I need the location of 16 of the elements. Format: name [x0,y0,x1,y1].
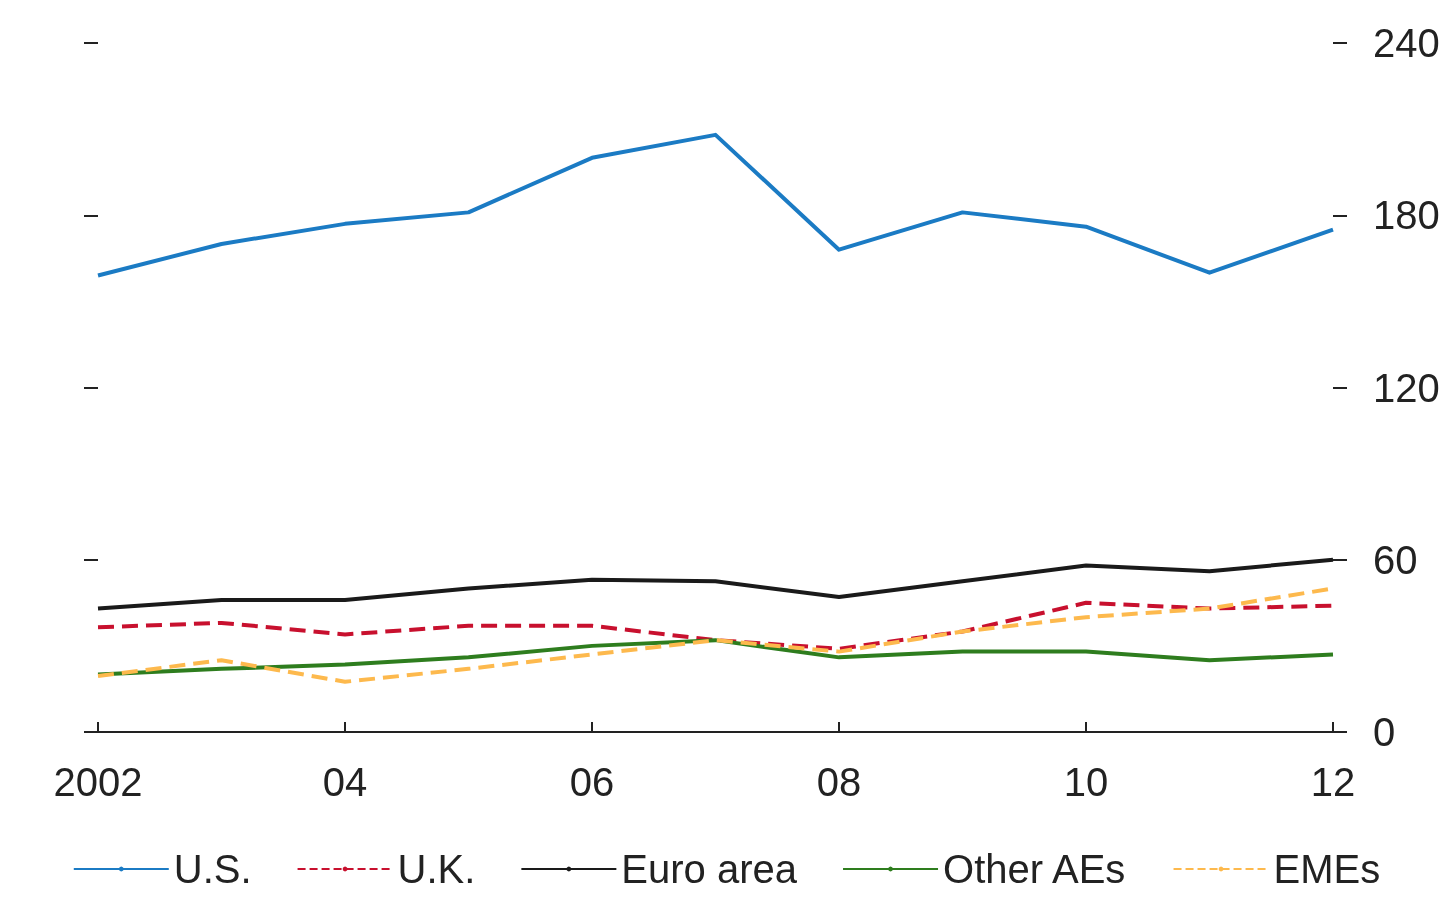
legend-label: Euro area [621,847,798,891]
y-tick-label: 0 [1373,710,1396,754]
legend-label: Other AEs [943,847,1126,891]
legend-label: U.K. [397,847,476,891]
y-tick-label: 180 [1373,193,1440,238]
x-tick-label: 2002 [53,760,143,804]
x-tick-label: 06 [569,760,615,804]
x-tick-label: 04 [322,760,368,804]
y-tick-label: 120 [1373,365,1440,410]
legend-label: U.S. [173,847,252,891]
x-tick-label: 08 [816,760,862,804]
x-tick-label: 10 [1063,760,1109,804]
y-tick-label: 60 [1373,537,1418,582]
legend-label: EMEs [1273,847,1381,891]
y-tick-label: 240 [1373,21,1440,65]
x-tick-label: 12 [1310,760,1356,804]
